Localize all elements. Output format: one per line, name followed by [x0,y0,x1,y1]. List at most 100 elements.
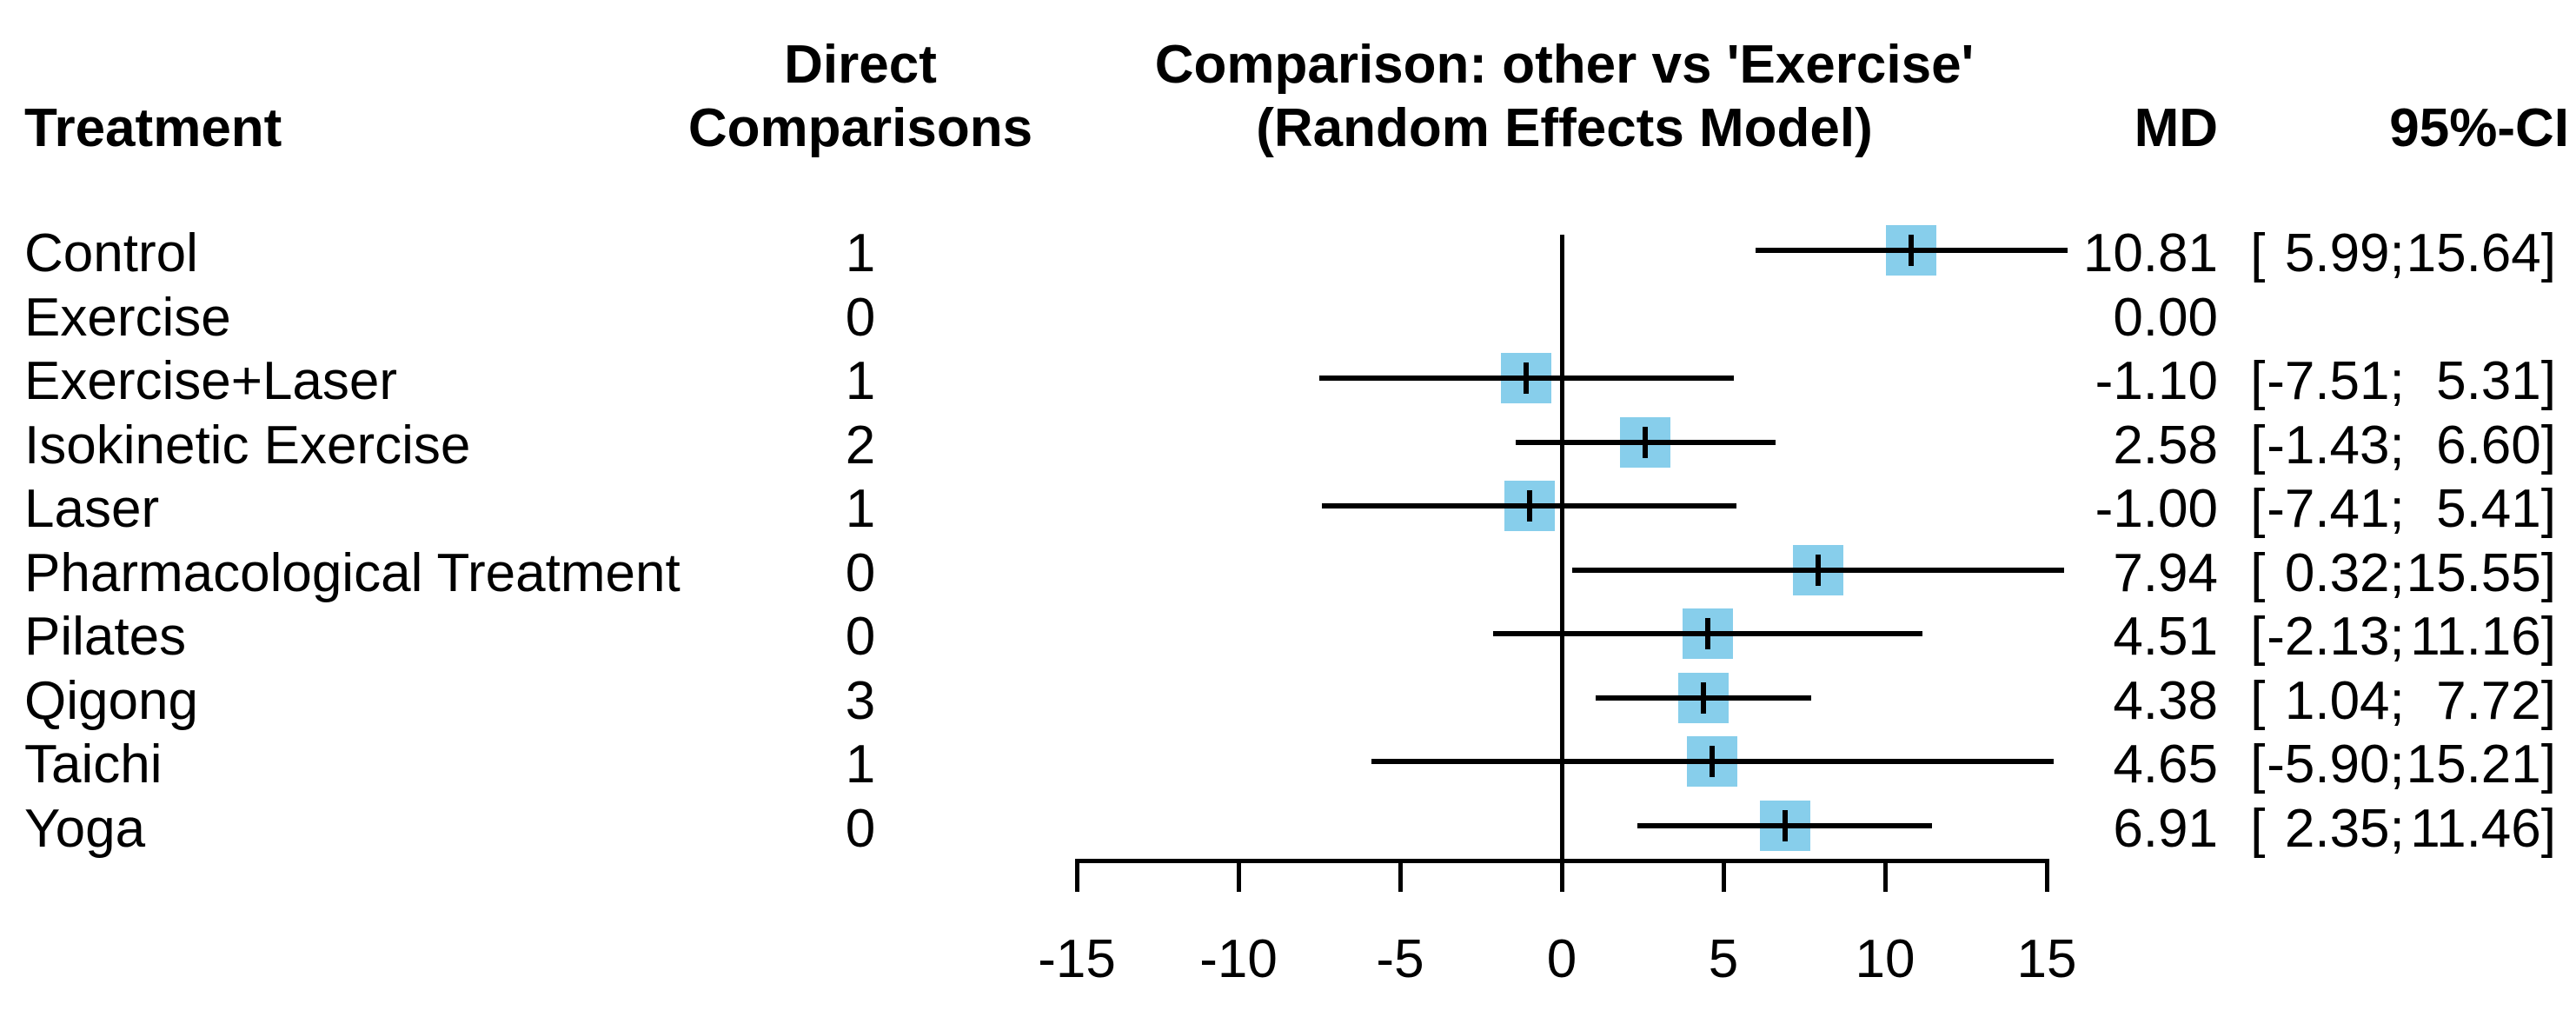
ci-text-part: 0.32 [2284,542,2390,603]
md-value: -1.10 [2095,351,2218,411]
ci-text-part: ] [2540,734,2556,794]
direct-comparisons-value: 1 [845,734,876,794]
ci-value: [-7.51; 5.31] [2250,355,2556,409]
treatment-label: Taichi [24,734,163,794]
ci-text-part: ] [2540,479,2556,539]
md-value: 2.58 [2113,415,2218,475]
ci-text-part: ] [2540,542,2556,603]
ci-text-part: ; [2389,607,2405,667]
x-axis-tick [1074,861,1079,892]
direct-comparisons-value: 0 [845,607,876,667]
ci-text-part: ] [2540,670,2556,731]
md-value: 0.00 [2113,287,2218,348]
direct-comparisons-value: 0 [845,798,876,859]
ci-text-part: ; [2389,542,2405,603]
x-axis-tick [1721,861,1726,892]
direct-comparisons-value: 3 [845,670,876,731]
x-axis-tick-label: 10 [1855,929,1915,989]
point-estimate-marker [1709,746,1715,777]
ci-text-part: 5.31 [2436,351,2541,411]
ci-text-part: ] [2540,415,2556,475]
ci-text-part: [ [2250,542,2266,603]
point-estimate-marker [1526,490,1532,522]
ci-text-part: -7.51 [2267,351,2390,411]
ci-text-part: 2.35 [2284,798,2390,859]
plot-title-line2: (Random Effects Model) [1256,98,1873,158]
ci-text-part: -2.13 [2267,607,2390,667]
column-header-md: MD [2134,98,2218,158]
direct-comparisons-value: 1 [845,223,876,283]
ci-value: [-2.13; 11.16] [2250,610,2556,664]
x-axis-tick-label: -5 [1376,929,1424,989]
x-axis-tick-label: -10 [1199,929,1278,989]
ci-text-part: -5.90 [2267,734,2390,794]
ci-value: [-5.90;15.21] [2250,738,2556,792]
ci-text-part: ; [2389,734,2405,794]
column-header-treatment: Treatment [24,98,282,158]
direct-comparisons-value: 1 [845,351,876,411]
ci-text-part: 5.41 [2436,479,2541,539]
ci-text-part: ; [2389,415,2405,475]
ci-text-part: [ [2250,670,2266,731]
point-estimate-marker [1704,618,1710,649]
ci-text-part: [ [2250,415,2266,475]
ci-text-part: 5.99 [2284,223,2390,283]
zero-reference-line [1559,235,1564,892]
ci-text-part: [ [2250,351,2266,411]
treatment-label: Laser [24,479,160,539]
point-estimate-marker [1783,809,1789,841]
direct-comparisons-value: 0 [845,542,876,603]
x-axis-tick [1559,861,1564,892]
treatment-label: Isokinetic Exercise [24,415,471,475]
x-axis-tick [2044,861,2049,892]
ci-value: [5.99;15.64] [2250,227,2556,281]
md-value: 4.51 [2113,607,2218,667]
ci-value: [0.32;15.55] [2250,542,2556,603]
ci-text-part: 1.04 [2284,670,2390,731]
point-estimate-marker [1524,362,1530,394]
treatment-label: Control [24,223,198,283]
ci-text-part: 6.60 [2436,415,2541,475]
ci-text-part: -1.43 [2267,415,2390,475]
column-header-direct-line2: Comparisons [687,98,1033,158]
x-axis-tick [1236,861,1241,892]
ci-value: [-7.41; 5.41] [2250,482,2556,536]
ci-text-part: [ [2250,798,2266,859]
ci-text-part: 7.72 [2436,670,2541,731]
ci-text-part: [ [2250,223,2266,283]
x-axis-tick-label: 0 [1546,929,1577,989]
ci-text-part: ; [2389,479,2405,539]
column-header-direct-line1: Direct [784,35,937,95]
treatment-label: Exercise+Laser [24,351,398,411]
ci-text-part: -7.41 [2267,479,2390,539]
md-value: 10.81 [2082,223,2218,283]
ci-text-part: ; [2389,798,2405,859]
md-value: 6.91 [2113,798,2218,859]
point-estimate-marker [1642,426,1648,458]
ci-value: [2.35; 11.46] [2250,798,2556,859]
ci-value: [-1.43; 6.60] [2250,415,2556,475]
point-estimate-marker [1700,681,1706,714]
column-header-ci: 95%-CI [2389,98,2569,158]
point-estimate-marker [1816,554,1822,586]
ci-text-part: [ [2250,479,2266,539]
ci-text-part: ] [2540,607,2556,667]
ci-text-part: ; [2389,223,2405,283]
ci-text-part: [ [2250,607,2266,667]
x-axis-tick [1398,861,1403,892]
x-axis-tick-label: -15 [1038,929,1116,989]
ci-text-part: ; [2389,351,2405,411]
ci-text-part: ; [2389,670,2405,731]
treatment-label: Exercise [24,287,231,348]
x-axis-tick-label: 5 [1708,929,1739,989]
md-value: 7.94 [2113,542,2218,603]
treatment-label: Pharmacological Treatment [24,542,681,603]
ci-text-part: ] [2540,798,2556,859]
ci-text-part: 15.64 [2406,223,2541,283]
ci-text-part: ] [2540,351,2556,411]
direct-comparisons-value: 1 [845,479,876,539]
treatment-label: Qigong [24,670,198,731]
ci-text-part: 15.55 [2406,542,2541,603]
treatment-label: Pilates [24,607,187,667]
